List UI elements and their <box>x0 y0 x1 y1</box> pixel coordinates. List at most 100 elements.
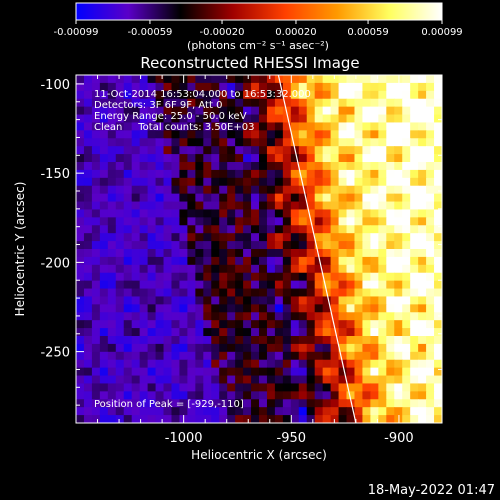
heatmap-cell <box>354 193 364 203</box>
heatmap-cell <box>99 367 109 377</box>
heatmap-cell <box>83 114 93 124</box>
heatmap-cell <box>434 296 442 305</box>
heatmap-cell <box>266 312 276 321</box>
heatmap-cell <box>370 256 379 266</box>
heatmap-cell <box>99 146 109 155</box>
heatmap-cell <box>402 193 411 203</box>
heatmap-cell <box>195 185 204 195</box>
heatmap-cell <box>219 343 228 353</box>
heatmap-cell <box>378 320 387 329</box>
heatmap-cell <box>322 407 332 416</box>
heatmap-cell <box>434 138 442 147</box>
x-tick-label: -950 <box>277 431 307 446</box>
heatmap-cell <box>274 193 284 203</box>
heatmap-cell <box>187 122 196 131</box>
heatmap-cell <box>139 98 149 108</box>
heatmap-cell <box>378 399 387 408</box>
heatmap-cell <box>394 375 403 385</box>
heatmap-cell <box>219 296 228 305</box>
heatmap-cell <box>354 217 364 226</box>
heatmap-cell <box>147 304 157 313</box>
heatmap-cell <box>354 351 364 361</box>
heatmap-cell <box>282 399 292 408</box>
heatmap-cell <box>426 359 435 369</box>
heatmap-cell <box>330 225 340 234</box>
heatmap-cell <box>362 328 371 337</box>
heatmap-cell <box>274 90 284 100</box>
heatmap-cell <box>107 162 117 171</box>
heatmap-cell <box>227 296 236 305</box>
heatmap-cell <box>274 241 284 250</box>
heatmap-cell <box>115 169 125 179</box>
heatmap-cell <box>115 162 125 171</box>
heatmap-cell <box>274 146 284 155</box>
heatmap-cell <box>171 169 181 179</box>
heatmap-cell <box>290 280 300 290</box>
heatmap-cell <box>139 415 149 423</box>
heatmap-cell <box>203 264 212 274</box>
heatmap-cell <box>362 256 371 266</box>
heatmap-cell <box>163 328 173 337</box>
heatmap-cell <box>195 407 204 416</box>
heatmap-cell <box>330 320 340 329</box>
heatmap-cell <box>314 399 324 408</box>
heatmap-cell <box>306 383 316 392</box>
heatmap-cell <box>354 391 364 400</box>
heatmap-cell <box>83 122 93 131</box>
heatmap-cell <box>91 201 101 211</box>
heatmap-cell <box>99 225 109 234</box>
heatmap-cell <box>243 209 252 218</box>
heatmap-cell <box>378 391 387 400</box>
heatmap-cell <box>418 367 427 377</box>
heatmap-cell <box>211 201 220 211</box>
heatmap-cell <box>386 407 395 416</box>
heatmap-cell <box>426 114 435 124</box>
heatmap-cell <box>211 304 220 313</box>
heatmap-cell <box>76 320 85 329</box>
heatmap-cell <box>354 328 364 337</box>
heatmap-cell <box>99 138 109 147</box>
heatmap-cell <box>394 122 403 131</box>
heatmap-cell <box>298 375 308 385</box>
heatmap-cell <box>306 407 316 416</box>
heatmap-cell <box>338 114 348 124</box>
heatmap-cell <box>410 264 419 274</box>
heatmap-cell <box>91 343 101 353</box>
heatmap-cell <box>362 383 371 392</box>
heatmap-cell <box>203 280 212 290</box>
heatmap-cell <box>91 280 101 290</box>
heatmap-cell <box>187 280 196 290</box>
heatmap-cell <box>410 130 419 139</box>
heatmap-cell <box>195 98 204 108</box>
heatmap-cell <box>107 296 117 305</box>
heatmap-cell <box>203 225 212 234</box>
heatmap-cell <box>330 256 340 266</box>
heatmap-cell <box>434 391 442 400</box>
heatmap-cell <box>179 375 188 385</box>
heatmap-cell <box>402 296 411 305</box>
footer-date: 18-May-2022 01:47 <box>368 483 495 498</box>
heatmap-cell <box>266 209 276 218</box>
heatmap-cell <box>163 351 173 361</box>
heatmap-cell <box>211 351 220 361</box>
heatmap-cell <box>362 154 371 163</box>
heatmap-cell <box>410 399 419 408</box>
heatmap-cell <box>394 383 403 392</box>
heatmap-cell <box>227 415 236 423</box>
heatmap-cell <box>410 138 419 147</box>
heatmap-cell <box>203 233 212 242</box>
heatmap-cell <box>330 122 340 131</box>
heatmap-cell <box>187 233 196 242</box>
heatmap-cell <box>259 367 268 377</box>
heatmap-cell <box>235 320 244 329</box>
heatmap-cell <box>378 359 387 369</box>
heatmap-cell <box>298 233 308 242</box>
heatmap-cell <box>179 256 188 266</box>
heatmap-cell <box>76 399 85 408</box>
heatmap-cell <box>227 249 236 258</box>
heatmap-cell <box>139 82 149 92</box>
heatmap-cell <box>282 130 292 139</box>
heatmap-cell <box>394 169 403 179</box>
heatmap-cell <box>322 359 332 369</box>
heatmap-cell <box>402 288 411 298</box>
